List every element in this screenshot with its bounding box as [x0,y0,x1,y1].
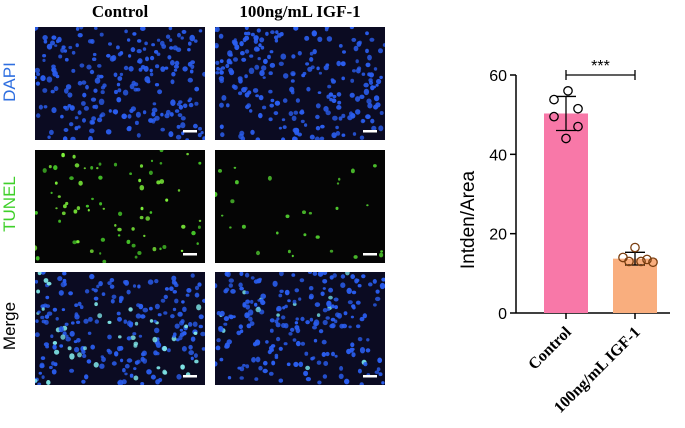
row-label-dapi: DAPI [0,62,19,102]
y-tick-label: 40 [489,147,507,164]
y-tick-label: 20 [489,227,507,244]
column-title-control: Control [91,2,149,21]
scale-bar [183,130,197,133]
y-tick-label: 60 [489,68,507,85]
scale-bar [363,253,377,256]
panel-tunel-control [35,150,205,263]
bar-1 [613,258,657,313]
significance-label: *** [591,58,610,75]
panel-dapi-control [35,27,205,140]
panel-merge-control [35,272,205,385]
row-label-merge: Merge [0,301,19,351]
data-point [630,242,640,253]
scale-bar [183,253,197,256]
bar-0 [544,113,588,313]
data-point [573,121,583,132]
row-label-tunel: TUNEL [0,176,19,232]
scale-bar [363,375,377,378]
x-tick-label: Control [525,323,575,373]
panel-tunel-igf1 [215,150,385,263]
data-point [636,256,646,267]
y-tick-label: 0 [498,306,507,323]
y-axis-label: Intden/Area [458,170,479,269]
data-point [549,111,559,122]
data-point [561,133,571,144]
data-point [549,94,559,105]
scale-bar [363,130,377,133]
data-point [563,86,573,96]
data-point [642,254,652,265]
panel-dapi-igf1 [215,27,385,140]
data-point [648,257,658,268]
panel-merge-igf1 [215,272,385,385]
data-point [624,256,634,267]
scale-bar [183,375,197,378]
data-point [573,103,583,114]
column-title-igf1: 100ng/mL IGF-1 [239,2,361,21]
